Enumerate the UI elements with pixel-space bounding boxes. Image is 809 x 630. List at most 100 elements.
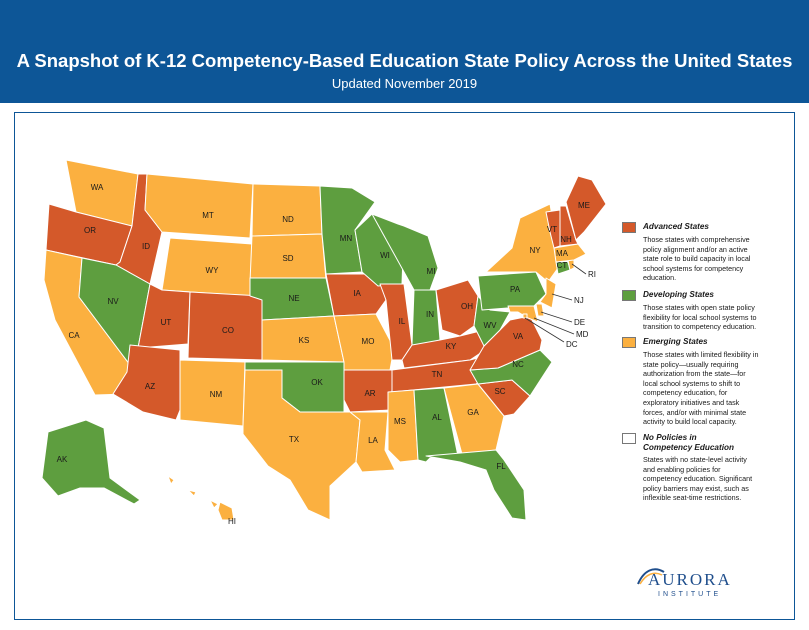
legend-desc-line: flexibility for local school systems to bbox=[643, 312, 757, 322]
legend-swatch-developing bbox=[622, 290, 636, 301]
legend-desc-line: authorization from the state—for bbox=[643, 369, 746, 379]
page-title: A Snapshot of K-12 Competency-Based Educ… bbox=[16, 50, 793, 71]
aurora-institute-logo: AURORA INSTITUTE bbox=[636, 564, 746, 606]
legend-swatch-advanced bbox=[622, 222, 636, 233]
state-VT[interactable] bbox=[545, 209, 561, 249]
legend-swatch-none bbox=[622, 433, 636, 444]
state-MS[interactable] bbox=[387, 389, 419, 463]
label-DE: DE bbox=[574, 318, 585, 327]
legend-desc-advanced: Those states with comprehensive policy al… bbox=[643, 235, 783, 283]
label-SC: SC bbox=[494, 387, 505, 396]
state-ME[interactable] bbox=[565, 175, 607, 241]
callout-line-DE bbox=[540, 311, 573, 323]
legend-title-emerging: Emerging States bbox=[643, 337, 708, 346]
legend-desc-line: policy barriers may exist, such as bbox=[643, 483, 749, 493]
label-DC: DC bbox=[566, 340, 578, 349]
state-PA[interactable] bbox=[477, 271, 547, 311]
state-NJ[interactable] bbox=[539, 277, 557, 309]
label-MI: MI bbox=[427, 267, 436, 276]
legend-desc-line: and enabling policies for bbox=[643, 464, 721, 474]
label-NM: NM bbox=[210, 390, 223, 399]
label-AZ: AZ bbox=[145, 382, 155, 391]
label-OK: OK bbox=[311, 378, 323, 387]
label-WA: WA bbox=[91, 183, 104, 192]
callouts bbox=[524, 263, 587, 343]
label-WV: WV bbox=[484, 321, 498, 330]
label-OR: OR bbox=[84, 226, 96, 235]
legend-title-advanced: Advanced States bbox=[643, 222, 709, 231]
label-NH: NH bbox=[560, 235, 572, 244]
legend-desc-line: activity to build local capacity. bbox=[643, 417, 737, 427]
legend-title-none: No Policies in Competency Education bbox=[643, 433, 734, 452]
label-CA: CA bbox=[68, 331, 80, 340]
logo-subtitle: INSTITUTE bbox=[658, 591, 722, 598]
label-PA: PA bbox=[510, 285, 521, 294]
label-OH: OH bbox=[461, 302, 473, 311]
state-MT[interactable] bbox=[144, 173, 254, 239]
label-MO: MO bbox=[362, 337, 375, 346]
callout-line-RI bbox=[571, 263, 587, 275]
label-VT: VT bbox=[547, 225, 557, 234]
legend-desc-line: competency education, for bbox=[643, 388, 728, 398]
legend-desc-developing: Those states with open state policy flexi… bbox=[643, 303, 783, 332]
label-TN: TN bbox=[432, 370, 443, 379]
state-FL[interactable] bbox=[425, 449, 527, 521]
legend-desc-line: transition to competency education. bbox=[643, 322, 757, 332]
label-NV: NV bbox=[107, 297, 119, 306]
label-MA: MA bbox=[556, 249, 569, 258]
callout-line-NJ bbox=[551, 293, 573, 301]
state-DE[interactable] bbox=[535, 303, 545, 317]
legend-desc-line: Those states with open state policy bbox=[643, 303, 755, 312]
state-AK[interactable] bbox=[41, 419, 141, 505]
label-AK: AK bbox=[57, 455, 68, 464]
callout-line-MD bbox=[533, 317, 575, 335]
label-NE: NE bbox=[288, 294, 299, 303]
label-FL: FL bbox=[496, 462, 506, 471]
legend-desc-line: state policy—usually requiring bbox=[643, 359, 739, 369]
label-ME: ME bbox=[578, 201, 590, 210]
label-MN: MN bbox=[340, 234, 353, 243]
state-NH[interactable] bbox=[559, 205, 579, 247]
label-IN: IN bbox=[426, 310, 434, 319]
label-AL: AL bbox=[432, 413, 442, 422]
label-WI: WI bbox=[380, 251, 390, 260]
state-DC[interactable] bbox=[522, 313, 528, 319]
legend-title-developing: Developing States bbox=[643, 290, 714, 299]
legend-desc-line: States with no state-level activity bbox=[643, 455, 747, 464]
legend-desc-line: state role to build capacity in local bbox=[643, 254, 751, 264]
legend-desc-line: exploratory initiatives and task bbox=[643, 397, 740, 407]
state-VA[interactable] bbox=[469, 315, 543, 371]
header-banner: A Snapshot of K-12 Competency-Based Educ… bbox=[0, 0, 809, 103]
state-ND[interactable] bbox=[251, 183, 323, 237]
state-AR[interactable] bbox=[343, 369, 395, 413]
label-SD: SD bbox=[282, 254, 293, 263]
logo-swoosh-icon bbox=[637, 568, 665, 585]
state-GA[interactable] bbox=[443, 383, 505, 455]
legend-desc-line: local school systems to shift to bbox=[643, 378, 741, 388]
legend-desc-line: Those states with limited flexibility in bbox=[643, 350, 759, 359]
label-ID: ID bbox=[142, 242, 150, 251]
label-WY: WY bbox=[206, 266, 220, 275]
label-IL: IL bbox=[399, 317, 406, 326]
legend-desc-line: Those states with comprehensive bbox=[643, 235, 750, 244]
label-UT: UT bbox=[161, 318, 172, 327]
label-NY: NY bbox=[529, 246, 541, 255]
label-MS: MS bbox=[394, 417, 406, 426]
legend-desc-emerging: Those states with limited flexibility in… bbox=[643, 350, 783, 427]
label-CT: CT bbox=[557, 261, 568, 270]
logo-wordmark: AURORA bbox=[648, 570, 732, 589]
label-CO: CO bbox=[222, 326, 234, 335]
label-ND: ND bbox=[282, 215, 294, 224]
state-HI[interactable] bbox=[167, 475, 235, 521]
state-TX[interactable] bbox=[242, 369, 361, 521]
label-IA: IA bbox=[353, 289, 361, 298]
label-NC: NC bbox=[512, 360, 524, 369]
label-VA: VA bbox=[513, 332, 524, 341]
label-RI: RI bbox=[588, 270, 596, 279]
label-NJ: NJ bbox=[574, 296, 584, 305]
label-KS: KS bbox=[299, 336, 310, 345]
legend-desc-none: States with no state-level activity and e… bbox=[643, 455, 783, 503]
state-labels: WA OR CA ID NV MT WY UT AZ CO NM ND SD N… bbox=[57, 183, 590, 526]
legend-desc-line: forces, and/or with minimal state bbox=[643, 407, 747, 417]
